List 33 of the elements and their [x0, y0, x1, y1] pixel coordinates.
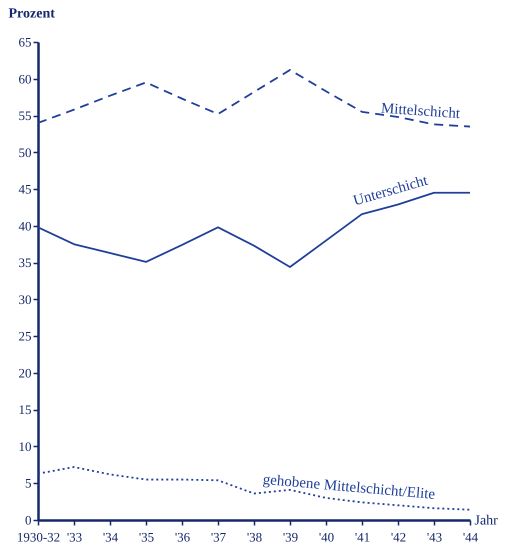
x-axis-title: Jahr — [474, 514, 498, 528]
y-tick-label: 45 — [18, 182, 32, 197]
x-tick-label: '42 — [390, 530, 406, 544]
y-tick-label: 15 — [18, 402, 32, 418]
y-tick-label: 60 — [18, 71, 32, 86]
x-tick-label: '36 — [174, 530, 191, 544]
y-tick-label: 25 — [18, 328, 32, 344]
series-label: Mittelschicht — [380, 100, 462, 122]
x-tick-label: 1930-32 — [16, 530, 60, 544]
x-tick-label: '44 — [462, 530, 479, 544]
y-tick-label: 65 — [18, 34, 32, 50]
y-tick-label: 35 — [18, 255, 32, 270]
y-tick-label: 55 — [18, 108, 32, 124]
x-tick-label: '33 — [66, 530, 82, 544]
y-tick-label: 20 — [18, 365, 32, 380]
x-tick-label: '39 — [282, 530, 298, 544]
x-tick-label: '43 — [426, 530, 442, 544]
x-tick-label: '40 — [318, 530, 334, 544]
series-label: gehobene Mittelschicht/Elite — [262, 472, 436, 503]
x-tick-label: '35 — [138, 530, 154, 544]
y-tick-label: 5 — [25, 476, 32, 491]
y-tick-label: 0 — [25, 512, 32, 528]
x-tick-label: '38 — [246, 530, 262, 544]
y-tick-label: 30 — [18, 292, 32, 307]
y-tick-label: 50 — [18, 144, 32, 160]
line-series — [37, 69, 471, 128]
y-tick-label: 10 — [18, 438, 32, 454]
y-axis-title: Prozent — [8, 6, 56, 22]
x-tick-label: '34 — [102, 530, 119, 544]
line-series — [37, 466, 471, 511]
x-tick-label: '41 — [354, 530, 370, 544]
x-tick-label: '37 — [210, 530, 227, 544]
y-tick-label: 40 — [18, 218, 32, 234]
